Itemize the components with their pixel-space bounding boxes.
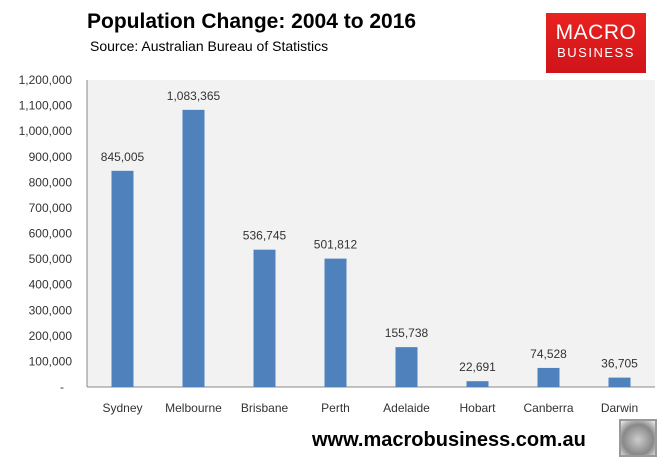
data-label: 501,812 (314, 238, 358, 252)
data-label: 1,083,365 (167, 89, 221, 103)
macrobusiness-logo: MACRO BUSINESS (546, 13, 646, 73)
data-label: 155,738 (385, 326, 429, 340)
data-label: 845,005 (101, 150, 145, 164)
y-tick-label: 600,000 (29, 227, 73, 241)
x-tick-label: Canberra (523, 401, 573, 415)
data-label: 22,691 (459, 360, 496, 374)
y-tick-label: 1,100,000 (19, 99, 73, 113)
bar-hobart (466, 381, 489, 387)
y-tick-label: 700,000 (29, 201, 73, 215)
x-tick-label: Adelaide (383, 401, 430, 415)
data-label: 36,705 (601, 357, 638, 371)
fox-logo-icon (619, 419, 657, 457)
y-tick-label: 800,000 (29, 175, 73, 189)
y-tick-label: 900,000 (29, 150, 73, 164)
x-tick-label: Perth (321, 401, 350, 415)
x-tick-label: Sydney (102, 401, 142, 415)
y-tick-label: 400,000 (29, 278, 73, 292)
data-label: 74,528 (530, 347, 567, 361)
plot-area (87, 80, 655, 387)
footer-url: www.macrobusiness.com.au (312, 429, 586, 451)
data-label: 536,745 (243, 229, 287, 243)
bar-sydney (111, 170, 134, 387)
bar-adelaide (395, 347, 418, 387)
logo-line1: MACRO (555, 21, 637, 44)
x-tick-label: Melbourne (165, 401, 222, 415)
logo-line2: BUSINESS (557, 45, 635, 60)
bar-canberra (537, 367, 560, 387)
bar-brisbane (253, 249, 276, 387)
chart-title: Population Change: 2004 to 2016 (87, 10, 417, 33)
chart-subtitle: Source: Australian Bureau of Statistics (90, 38, 329, 54)
bar-perth (324, 258, 347, 387)
bar-darwin (608, 377, 631, 387)
y-tick-label: 1,200,000 (19, 73, 73, 87)
y-tick-label: 1,000,000 (19, 124, 73, 138)
y-tick-label: 100,000 (29, 354, 73, 368)
x-tick-label: Hobart (459, 401, 496, 415)
y-tick-label: 200,000 (29, 329, 73, 343)
y-tick-label: - (60, 380, 64, 394)
y-tick-label: 300,000 (29, 303, 73, 317)
x-tick-label: Darwin (601, 401, 638, 415)
bar-melbourne (182, 109, 205, 388)
x-tick-label: Brisbane (241, 401, 289, 415)
y-tick-label: 500,000 (29, 252, 73, 266)
